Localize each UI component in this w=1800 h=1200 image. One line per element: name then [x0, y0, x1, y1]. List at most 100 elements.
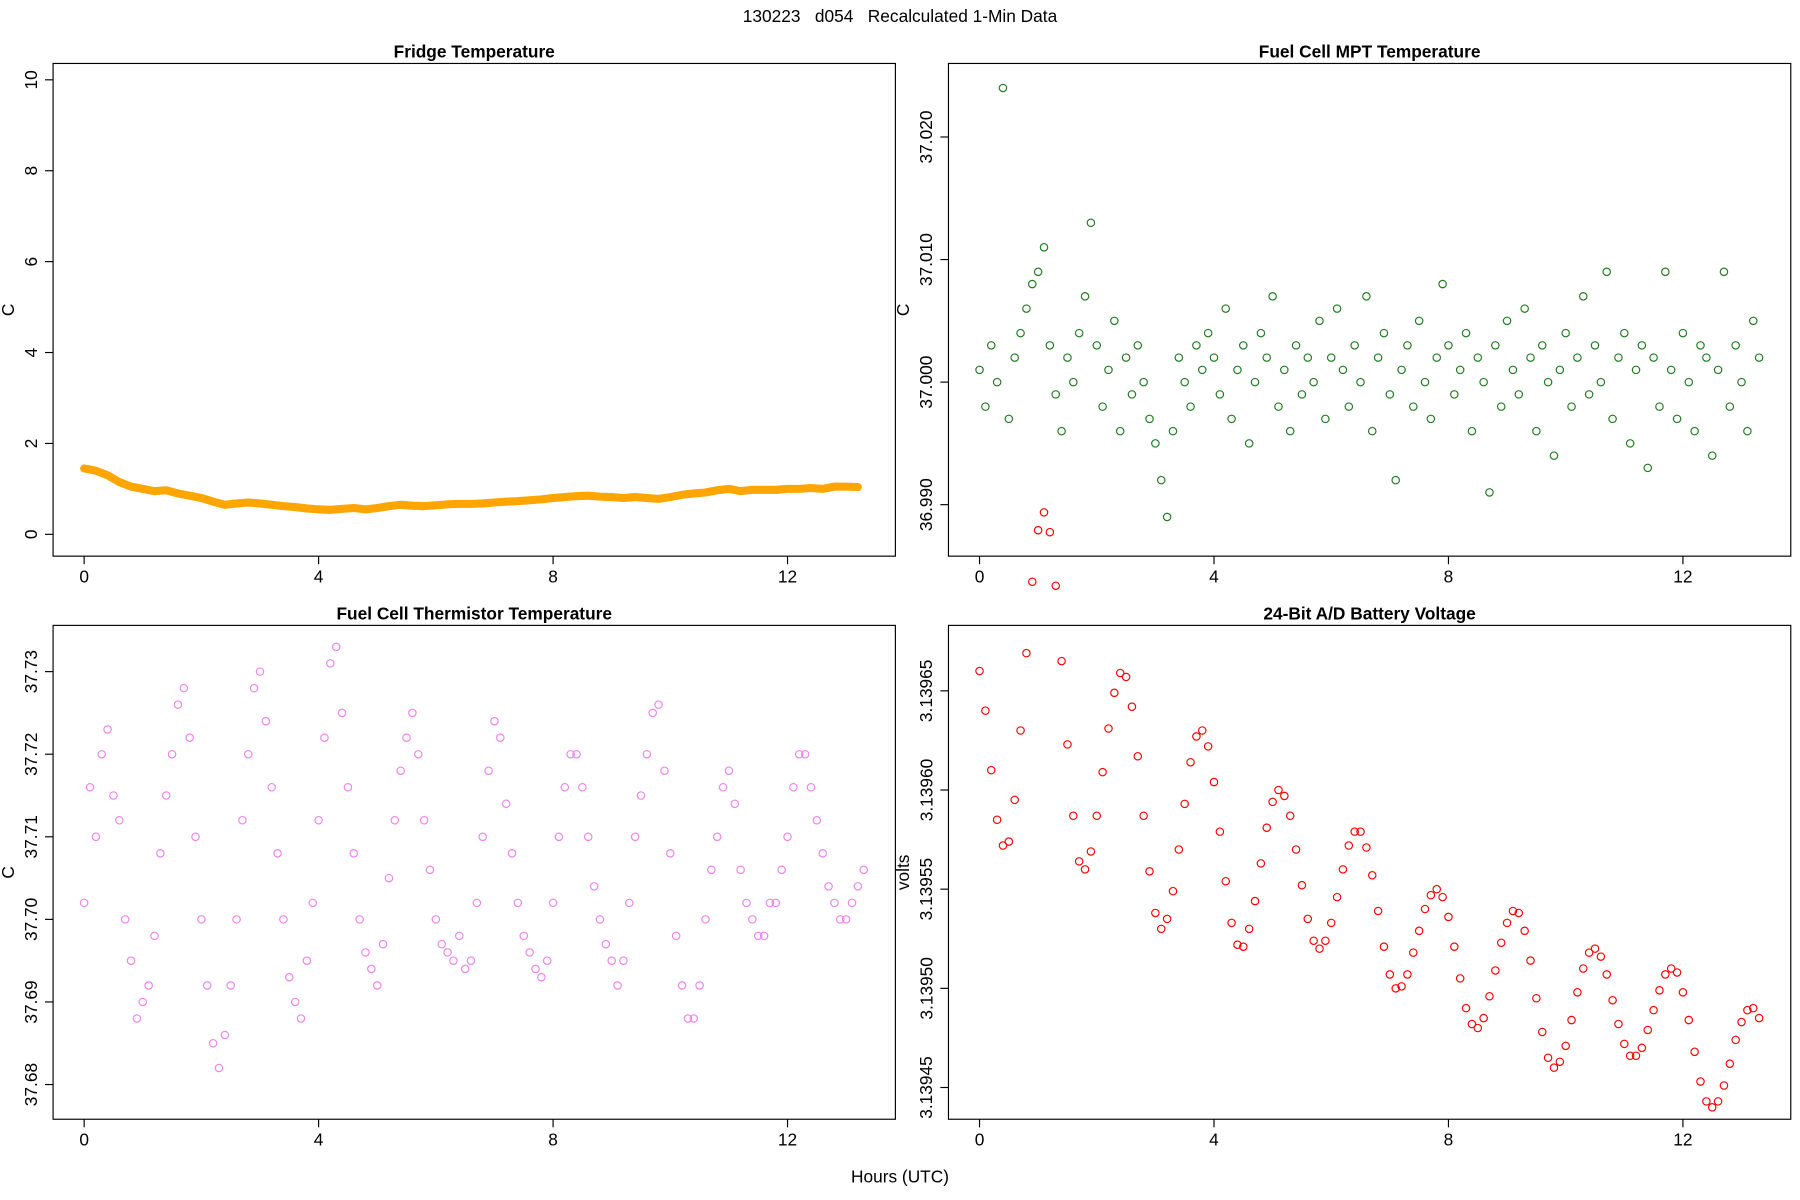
data-point — [1326, 918, 1336, 928]
data-point — [683, 1014, 693, 1023]
data-point — [1350, 341, 1359, 350]
data-point — [1063, 353, 1072, 362]
data-point — [1016, 328, 1025, 338]
data-point — [1121, 353, 1131, 362]
data-point — [1197, 726, 1207, 735]
data-point — [1110, 688, 1119, 698]
data-point — [1743, 426, 1752, 436]
data-point — [120, 915, 130, 924]
data-point — [981, 706, 990, 715]
data-point — [214, 1063, 224, 1073]
data-point — [1655, 986, 1664, 995]
data-point — [91, 832, 101, 842]
data-point — [1197, 365, 1207, 375]
data-point — [1373, 906, 1383, 916]
y-tick-label: 37.69 — [21, 980, 41, 1023]
data-point — [1309, 936, 1318, 946]
data-point — [1491, 341, 1500, 350]
data-point — [1156, 475, 1166, 485]
data-point — [202, 981, 212, 990]
data-point — [1338, 365, 1348, 375]
data-point — [1409, 402, 1418, 411]
data-point — [484, 766, 493, 775]
data-point — [777, 865, 786, 875]
data-point — [1133, 752, 1143, 761]
data-point — [1268, 292, 1277, 301]
data-point — [1291, 341, 1301, 350]
data-point — [507, 849, 517, 858]
data-point — [1215, 390, 1225, 399]
data-point — [783, 832, 792, 842]
data-point — [677, 981, 687, 990]
data-point — [1403, 341, 1412, 350]
data-point — [1033, 267, 1043, 277]
data-point — [1631, 365, 1641, 375]
data-point — [191, 832, 200, 842]
data-point — [443, 948, 452, 957]
data-point — [208, 1038, 218, 1048]
data-point — [326, 659, 335, 668]
data-point — [748, 915, 757, 924]
data-point — [566, 749, 575, 759]
x-tick-label: 8 — [548, 1130, 558, 1150]
data-point — [1039, 243, 1049, 252]
data-point — [1403, 970, 1412, 979]
data-point — [1209, 353, 1219, 362]
data-point — [126, 956, 136, 965]
data-point — [173, 700, 183, 709]
y-tick-label: 3.13960 — [916, 759, 936, 822]
data-point — [847, 898, 857, 908]
data-point — [1262, 353, 1272, 362]
data-point — [1526, 956, 1535, 965]
data-point — [396, 766, 405, 775]
y-tick-label: 4 — [21, 347, 41, 357]
data-point — [1028, 577, 1037, 587]
data-point — [1584, 948, 1594, 957]
data-point — [1485, 488, 1494, 497]
data-point — [712, 832, 722, 842]
data-point — [156, 849, 165, 858]
data-point — [1379, 328, 1389, 338]
data-point — [1678, 988, 1688, 997]
data-point — [1391, 475, 1400, 485]
data-point — [1022, 648, 1031, 658]
x-tick-label: 0 — [79, 1130, 89, 1150]
data-point — [724, 766, 734, 775]
data-point — [1561, 328, 1570, 338]
data-point — [138, 997, 148, 1007]
data-point — [998, 841, 1008, 850]
data-point — [1725, 1059, 1735, 1068]
data-point — [1180, 377, 1189, 387]
y-tick-label: 37.020 — [916, 111, 936, 164]
data-point — [367, 964, 376, 974]
data-point — [1262, 823, 1272, 832]
data-point — [1532, 426, 1541, 436]
data-point — [1590, 944, 1600, 953]
data-point — [1496, 938, 1506, 947]
data-point — [1455, 365, 1465, 375]
data-point — [1285, 811, 1295, 821]
data-point — [1702, 353, 1711, 362]
data-point — [302, 956, 312, 965]
x-tick-label: 0 — [975, 567, 985, 587]
data-point — [1731, 1035, 1740, 1045]
data-point — [992, 815, 1002, 825]
data-point — [572, 749, 581, 759]
data-point — [1244, 924, 1254, 934]
x-tick-label: 4 — [1209, 1130, 1219, 1150]
data-point — [613, 981, 622, 990]
plot-frame — [52, 624, 896, 1120]
data-point — [1702, 1097, 1711, 1106]
x-axis-label: Hours (UTC) — [851, 1167, 949, 1187]
y-tick-label: 37.72 — [21, 733, 41, 776]
figure-title: 130223 d054 Recalculated 1-Min Data — [743, 6, 1058, 26]
data-point — [1209, 777, 1219, 787]
data-point — [1086, 847, 1096, 856]
data-point — [103, 725, 112, 734]
data-point — [1080, 865, 1090, 874]
data-point — [466, 956, 476, 965]
data-point — [85, 782, 95, 792]
data-point — [273, 849, 282, 858]
data-point — [449, 956, 458, 965]
data-point — [1303, 353, 1313, 362]
